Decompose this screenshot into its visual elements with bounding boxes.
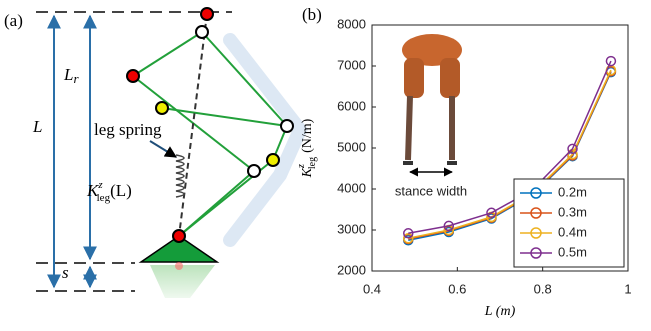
- robot-illustration: [402, 34, 462, 165]
- symbol: L: [63, 65, 73, 84]
- symbol: K: [86, 181, 100, 200]
- legend-label: 0.2m: [558, 184, 587, 199]
- point: [443, 220, 455, 232]
- series-line: [408, 69, 612, 239]
- argument: (L): [110, 181, 132, 200]
- leg-shadow: [223, 33, 309, 247]
- legend-label: 0.4m: [558, 224, 587, 239]
- y-tick-label: 4000: [337, 180, 366, 195]
- superscript: z: [296, 164, 307, 169]
- subscript: leg: [97, 192, 111, 204]
- y-tick-label: 2000: [337, 262, 366, 277]
- y-tick-label: 8000: [337, 16, 366, 31]
- panel-label: (b): [302, 5, 322, 24]
- panel-label: (a): [4, 11, 23, 30]
- annotation-box: [380, 182, 483, 202]
- offset-label: s: [62, 263, 69, 282]
- unit: (N/m): [300, 118, 315, 153]
- ground-shadow: [150, 265, 215, 298]
- legend-marker: [530, 247, 542, 259]
- stiffness-label: Kz leg(L): [86, 179, 132, 204]
- superscript: z: [97, 179, 103, 191]
- leg-diagram: (a) L Lr leg spring Kz leg(L) s: [4, 7, 309, 298]
- x-tick-label: 0.6: [448, 281, 466, 296]
- spring: [175, 154, 185, 198]
- length-label: L: [32, 117, 42, 136]
- x-tick-label: 0.8: [534, 281, 552, 296]
- legend-marker: [530, 187, 542, 199]
- point: [486, 207, 497, 219]
- subscript: leg: [307, 157, 318, 169]
- y-axis-label: Kzleg (N/m): [296, 118, 318, 178]
- x-tick-label: 0.4: [363, 281, 381, 296]
- virtual-leg: [178, 13, 208, 237]
- joints: [126, 7, 294, 243]
- point: [605, 55, 617, 67]
- y-tick-label: 3000: [337, 221, 366, 236]
- spring-pointer: [149, 140, 178, 158]
- spring-label: leg spring: [94, 120, 162, 139]
- x-tick-label: 1: [624, 281, 631, 296]
- series-line: [408, 60, 612, 235]
- y-tick-label: 6000: [337, 98, 366, 113]
- legend-marker: [530, 227, 542, 239]
- legend-label: 0.3m: [558, 204, 587, 219]
- foot-shadow: [175, 262, 183, 270]
- rest-length-label: Lr: [63, 65, 79, 86]
- annotation: stance width: [395, 183, 467, 198]
- y-tick-label: 5000: [337, 139, 366, 154]
- chart: (b) stance width L (m) Kzleg (N/m) 2000 30…: [296, 5, 631, 319]
- legend-marker: [530, 207, 542, 219]
- symbol: K: [300, 167, 315, 178]
- subscript: r: [73, 71, 79, 86]
- x-axis-label: L (m): [484, 304, 516, 319]
- point: [567, 143, 578, 155]
- point: [403, 232, 414, 244]
- legend-label: 0.5m: [558, 244, 587, 259]
- y-tick-label: 7000: [337, 57, 366, 72]
- point: [403, 228, 414, 239]
